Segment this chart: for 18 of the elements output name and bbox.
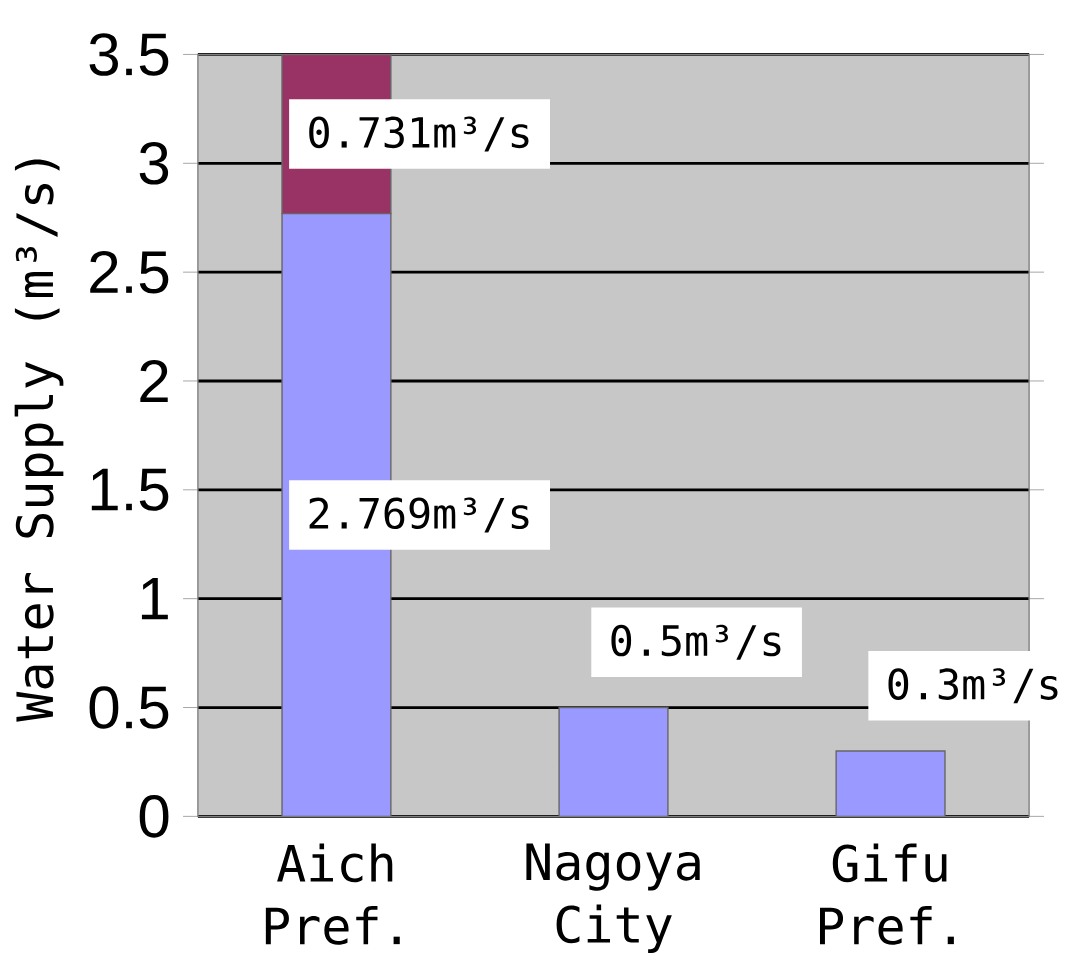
y-tick-label: 2.5 <box>90 251 169 294</box>
x-tick-label: Gifu Pref. <box>819 843 954 945</box>
y-tick-label: 0 <box>139 795 169 838</box>
y-tick-label: 2 <box>140 360 168 403</box>
y-tick-label: 1.5 <box>91 468 169 511</box>
data-label: 2.769m³/s <box>309 497 529 533</box>
bar <box>558 706 669 817</box>
x-tick-label: Nagoya City <box>526 843 700 954</box>
y-tick-label: 3.5 <box>89 33 169 76</box>
x-tick-label: Aich Pref. <box>265 843 400 945</box>
y-tick-label: 3 <box>139 142 169 185</box>
y-tick-label: 0.5 <box>89 686 169 729</box>
data-label: 0.5m³/s <box>611 624 781 660</box>
data-label: 0.731m³/s <box>309 116 529 152</box>
bar <box>835 750 946 817</box>
data-label: 0.3m³/s <box>888 668 1058 704</box>
y-tick-label: 1 <box>141 578 168 620</box>
y-axis-title: Water Supply (m³/s) <box>14 159 64 722</box>
